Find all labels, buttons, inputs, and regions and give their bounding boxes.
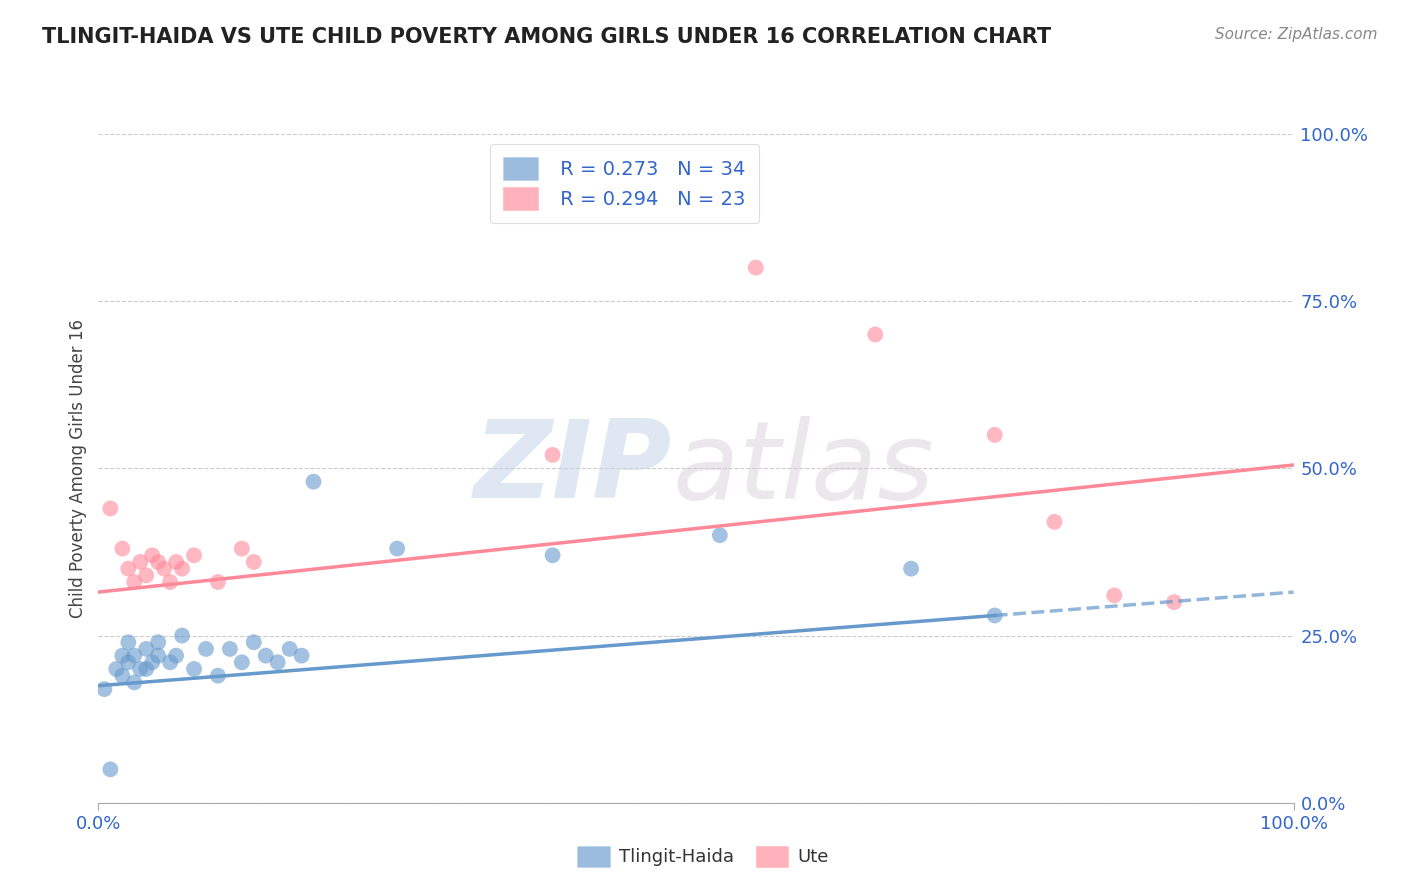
Point [124, 675, 146, 690]
Point [141, 655, 163, 669]
Point [745, 260, 768, 275]
Point [243, 555, 266, 569]
Point [254, 648, 277, 663]
Point [267, 655, 290, 669]
Point [1043, 515, 1066, 529]
Point [148, 648, 170, 663]
Point [183, 662, 205, 676]
Point [124, 575, 146, 590]
Point [231, 655, 253, 669]
Y-axis label: Child Poverty Among Girls Under 16: Child Poverty Among Girls Under 16 [69, 318, 87, 618]
Point [141, 548, 163, 563]
Point [207, 669, 229, 683]
Point [135, 642, 157, 657]
Point [172, 562, 194, 576]
Point [243, 635, 266, 649]
Legend:  R = 0.273   N = 34,  R = 0.294   N = 23: R = 0.273 N = 34, R = 0.294 N = 23 [489, 144, 759, 223]
Legend: Tlingit-Haida, Ute: Tlingit-Haida, Ute [571, 838, 835, 874]
Point [183, 548, 205, 563]
Point [129, 662, 152, 676]
Point [302, 475, 325, 489]
Point [278, 642, 301, 657]
Point [194, 642, 218, 657]
Point [93, 681, 115, 696]
Point [159, 655, 181, 669]
Point [135, 568, 157, 582]
Point [541, 548, 564, 563]
Point [148, 635, 170, 649]
Point [153, 562, 176, 576]
Point [231, 541, 253, 556]
Point [135, 662, 157, 676]
Point [124, 648, 146, 663]
Point [105, 662, 128, 676]
Point [129, 555, 152, 569]
Point [984, 428, 1007, 442]
Point [900, 562, 922, 576]
Point [1102, 589, 1125, 603]
Point [541, 448, 564, 462]
Point [98, 762, 122, 776]
Text: ZIP: ZIP [474, 416, 672, 521]
Point [291, 648, 314, 663]
Point [984, 608, 1007, 623]
Text: atlas: atlas [672, 416, 934, 521]
Point [219, 642, 242, 657]
Point [111, 648, 134, 663]
Point [172, 628, 194, 642]
Point [165, 648, 187, 663]
Point [117, 635, 139, 649]
Text: TLINGIT-HAIDA VS UTE CHILD POVERTY AMONG GIRLS UNDER 16 CORRELATION CHART: TLINGIT-HAIDA VS UTE CHILD POVERTY AMONG… [42, 27, 1052, 46]
Point [709, 528, 731, 542]
Point [148, 555, 170, 569]
Point [1163, 595, 1185, 609]
Point [207, 575, 229, 590]
Point [165, 555, 187, 569]
Point [117, 562, 139, 576]
Text: Source: ZipAtlas.com: Source: ZipAtlas.com [1215, 27, 1378, 42]
Point [111, 541, 134, 556]
Point [111, 669, 134, 683]
Point [98, 501, 122, 516]
Point [385, 541, 409, 556]
Point [117, 655, 139, 669]
Point [159, 575, 181, 590]
Point [863, 327, 887, 342]
